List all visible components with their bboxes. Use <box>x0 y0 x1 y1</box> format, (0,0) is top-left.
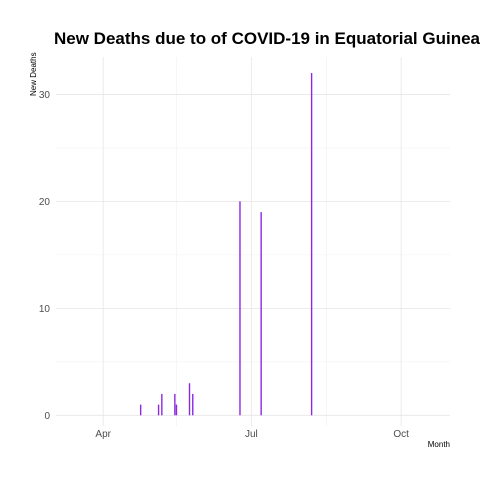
bar <box>310 73 313 416</box>
bar <box>239 201 241 416</box>
x-tick-label: Oct <box>393 429 409 440</box>
bars <box>139 73 313 416</box>
y-tick-label: 10 <box>39 304 51 315</box>
y-axis-title: New Deaths <box>29 52 38 96</box>
y-tick-label: 30 <box>39 90 51 101</box>
x-axis-title: Month <box>428 440 450 449</box>
bar <box>192 393 194 416</box>
y-tick-label: 20 <box>39 197 51 208</box>
bar <box>174 393 176 416</box>
y-tick-label: 0 <box>44 411 50 422</box>
bar <box>260 212 262 416</box>
y-axis-ticks: 0 10 20 30 <box>39 90 51 422</box>
x-axis-ticks: Apr Jul Oct <box>95 429 409 440</box>
bar <box>139 404 142 416</box>
bar <box>161 393 163 416</box>
chart-title: New Deaths due to of COVID-19 in Equator… <box>54 29 480 48</box>
bar <box>188 383 191 416</box>
bar <box>157 404 160 416</box>
bar <box>175 404 178 416</box>
grid <box>56 57 450 426</box>
x-tick-label: Jul <box>245 429 258 440</box>
x-tick-label: Apr <box>95 429 111 440</box>
